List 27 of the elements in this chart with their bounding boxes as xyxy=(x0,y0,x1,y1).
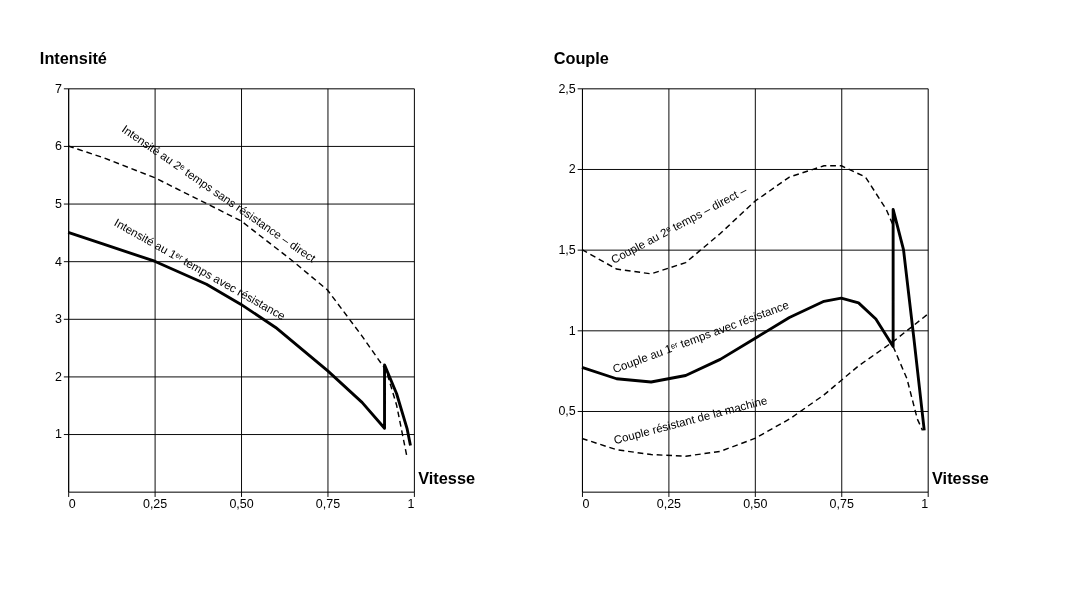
y-tick-label: 7 xyxy=(55,81,63,96)
y-axis-title: Intensité xyxy=(39,48,107,67)
y-tick-label: 5 xyxy=(55,196,63,211)
y-tick-label: 0,5 xyxy=(558,404,576,419)
x-tick-label: 0 xyxy=(68,497,76,512)
x-tick-label: 0,25 xyxy=(142,497,168,512)
x-tick-label: 0 xyxy=(582,497,590,512)
y-tick-label: 1,5 xyxy=(558,243,576,257)
x-tick-label: 1 xyxy=(921,497,929,512)
y-tick-label: 3 xyxy=(55,312,63,327)
x-tick-label: 0,75 xyxy=(315,497,341,512)
x-tick-label: 0,50 xyxy=(743,497,768,512)
text: Couple résistant de la machine xyxy=(612,394,769,447)
y-tick-label: 2,5 xyxy=(558,81,576,96)
y-tick-label: 4 xyxy=(55,254,63,269)
x-tick-label: 1 xyxy=(407,497,415,512)
y-tick-label: 2 xyxy=(55,369,63,384)
x-axis-title: Vitesse xyxy=(418,468,476,487)
y-tick-label: 2 xyxy=(568,162,576,177)
x-axis-title: Vitesse xyxy=(932,468,989,487)
y-tick-label: 1 xyxy=(568,323,576,338)
x-tick-label: 0,75 xyxy=(829,497,854,512)
y-tick-label: 1 xyxy=(55,427,63,442)
y-tick-label: 6 xyxy=(55,139,63,154)
x-tick-label: 0,50 xyxy=(229,497,254,512)
x-tick-label: 0,25 xyxy=(656,497,682,512)
y-axis-title: Couple xyxy=(553,48,609,67)
